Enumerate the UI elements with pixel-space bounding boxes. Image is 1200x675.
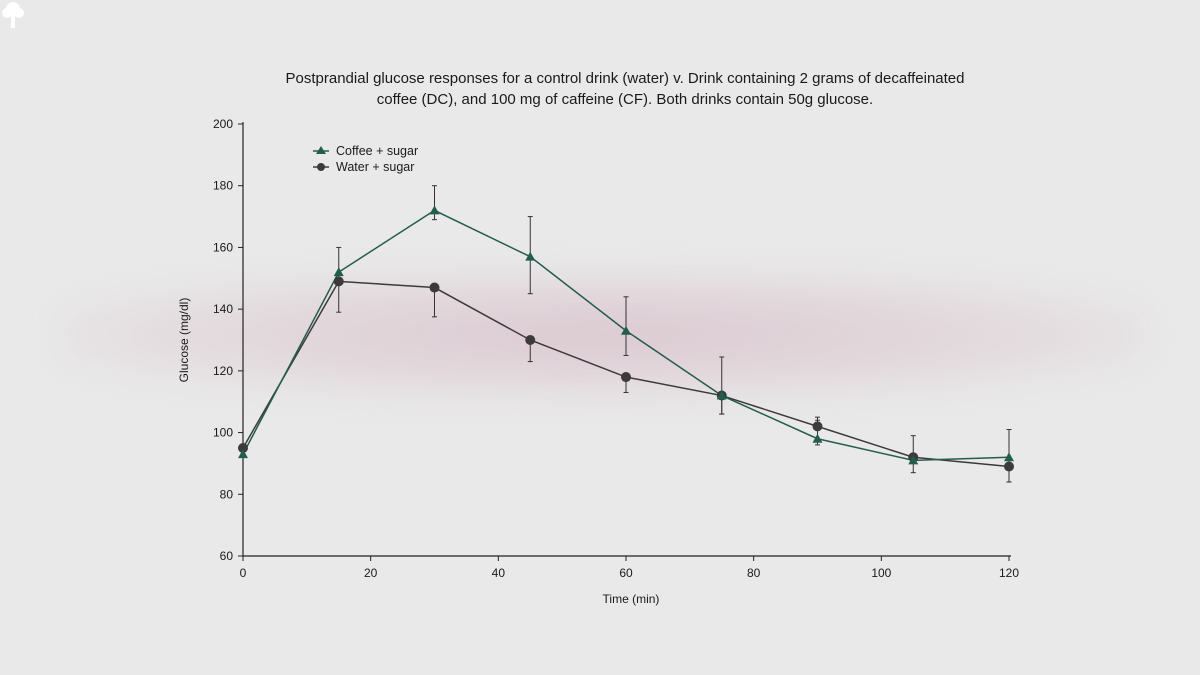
data-point-triangle (333, 267, 344, 277)
legend-triangle-icon (316, 146, 326, 154)
data-point-circle (333, 276, 344, 287)
data-point-circle (525, 335, 536, 345)
x-tick-label: 120 (999, 566, 1019, 580)
data-point-triangle (238, 449, 248, 459)
y-tick-label: 140 (213, 302, 233, 316)
data-point-triangle (525, 251, 536, 261)
data-point-triangle (716, 390, 727, 400)
data-point-circle (621, 372, 631, 383)
y-tick-label: 100 (213, 426, 233, 440)
data-point-triangle (621, 325, 631, 335)
x-tick-label: 0 (240, 566, 247, 580)
x-tick-label: 20 (364, 566, 378, 580)
data-point-triangle (429, 205, 440, 215)
y-tick-label: 60 (220, 549, 234, 563)
data-point-circle (1004, 461, 1014, 472)
data-point-triangle (1004, 452, 1014, 462)
x-axis-label: Time (min) (603, 592, 660, 606)
data-point-circle (812, 421, 823, 432)
y-tick-label: 160 (213, 240, 233, 254)
data-point-circle (429, 282, 440, 293)
legend-water: Water + sugar (336, 160, 414, 174)
data-point-triangle (812, 433, 823, 443)
y-tick-label: 120 (213, 364, 233, 378)
chart-title: Postprandial glucose responses for a con… (200, 68, 1050, 110)
x-tick-label: 60 (619, 566, 633, 580)
y-tick-label: 180 (213, 179, 233, 193)
brand-logo-icon (2, 2, 24, 28)
chart-title-line-1: Postprandial glucose responses for a con… (285, 70, 965, 87)
legend: Coffee + sugar Water + sugar (313, 144, 418, 174)
x-tick-label: 40 (492, 566, 506, 580)
data-point-circle (238, 443, 248, 453)
legend-coffee: Coffee + sugar (336, 144, 418, 158)
y-axis-label: Glucose (mg/dl) (177, 298, 191, 383)
background-band (60, 270, 1150, 400)
x-tick-label: 100 (871, 566, 891, 580)
y-tick-label: 80 (220, 487, 234, 501)
y-tick-label: 200 (213, 117, 233, 131)
chart-title-line-2: coffee (DC), and 100 mg of caffeine (CF)… (376, 91, 874, 108)
data-point-triangle (908, 455, 919, 465)
x-tick-label: 80 (747, 566, 761, 580)
